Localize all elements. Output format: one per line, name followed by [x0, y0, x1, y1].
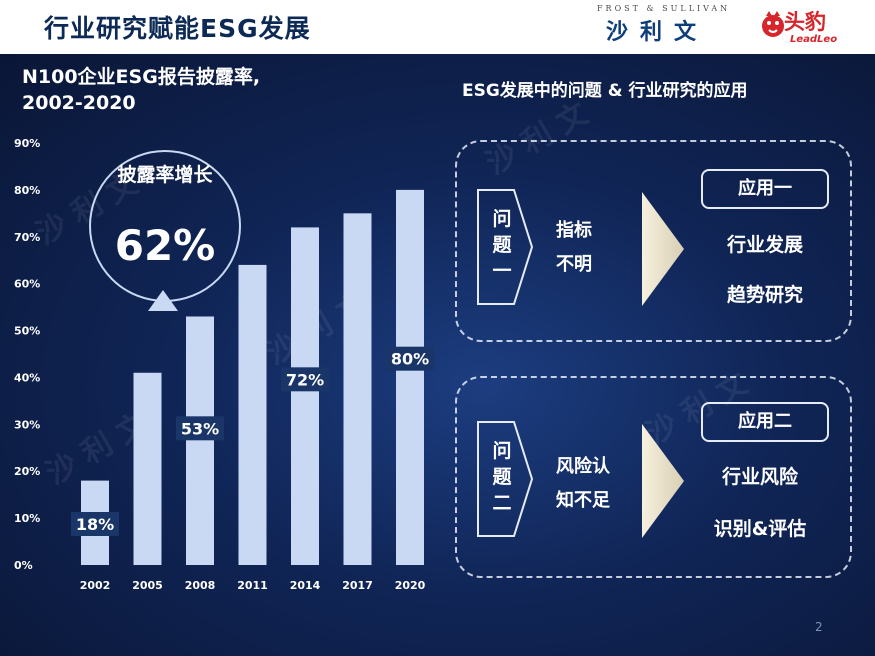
- callout-title: 披露率增长: [117, 163, 213, 186]
- application-1-line2: 趋势研究: [726, 284, 803, 306]
- y-tick-label: 60%: [14, 278, 40, 291]
- chevron-right-icon: [642, 192, 684, 306]
- data-label: 53%: [181, 419, 219, 438]
- data-label-bg: [71, 512, 119, 536]
- y-tick-label: 0%: [14, 559, 33, 572]
- frost-sullivan-cn-logo: 沙利文: [606, 20, 709, 45]
- bar: [133, 372, 162, 565]
- bar-chart: 0% 10% 20% 30% 40% 50% 60% 70% 80% 90% 2002 18% 2005…: [14, 137, 434, 592]
- x-tick-label: 2008: [185, 579, 216, 592]
- data-label-bg: [176, 416, 224, 441]
- leadleo-en-text: LeadLeo: [790, 34, 838, 45]
- application-1-line1: 行业发展: [726, 234, 803, 256]
- x-tick-label: 2011: [237, 579, 268, 592]
- x-tick-label: 2005: [132, 579, 163, 592]
- y-tick-label: 30%: [14, 418, 40, 431]
- bar: [291, 227, 319, 565]
- slide-header: 行业研究赋能ESG发展 FROST & SULLIVAN 沙利文 头豹 Lead…: [0, 0, 875, 54]
- chart-title: N100企业ESG报告披露率, 2002-2020: [22, 64, 260, 116]
- data-label: 80%: [391, 350, 429, 369]
- problem-1-description: 指标 不明: [556, 220, 592, 275]
- x-tick-label: 2002: [80, 579, 111, 592]
- problem-panel-2: [455, 376, 852, 578]
- chevron-right-icon: [642, 424, 684, 538]
- bar: [238, 264, 267, 565]
- x-tick-label: 2017: [342, 579, 373, 592]
- problem-panel-1: [455, 140, 852, 342]
- bar: [396, 189, 424, 565]
- problem-1-label: 问 题 一: [492, 208, 512, 282]
- chart-title-line2: 2002-2020: [22, 92, 136, 114]
- bar: [343, 213, 372, 566]
- problem-arrow-1: [477, 189, 534, 305]
- data-label: 18%: [76, 515, 114, 534]
- data-label-bg: [386, 346, 434, 371]
- application-1-label: 应用一: [701, 169, 829, 209]
- data-label: 72%: [286, 370, 324, 389]
- y-tick-label: 70%: [14, 231, 40, 244]
- leadleo-logo: 头豹 LeadLeo: [760, 6, 865, 50]
- frost-sullivan-logo-text: FROST & SULLIVAN: [597, 4, 731, 13]
- y-tick-label: 80%: [14, 184, 40, 197]
- leadleo-cn-text: 头豹: [784, 10, 826, 34]
- y-tick-label: 20%: [14, 465, 40, 478]
- data-label-bg: [281, 367, 329, 392]
- y-tick-label: 10%: [14, 512, 40, 525]
- problem-arrow-2: [477, 421, 534, 537]
- callout-pointer-icon: [148, 290, 178, 311]
- application-2-line1: 行业风险: [721, 466, 798, 488]
- y-tick-label: 50%: [14, 325, 40, 338]
- application-2-line2: 识别&评估: [713, 518, 807, 540]
- right-section-title: ESG发展中的问题 & 行业研究的应用: [462, 81, 748, 101]
- slide-body: 沙 利 文 沙 利 文 沙 利 文 沙 利 文 沙 利 文 N100企业ESG报…: [0, 54, 875, 656]
- bar: [186, 316, 214, 565]
- callout-value: 62%: [115, 221, 216, 270]
- application-2-label: 应用二: [701, 402, 829, 442]
- y-tick-label: 90%: [14, 137, 40, 150]
- x-tick-label: 2014: [290, 579, 321, 592]
- leopard-icon: [762, 11, 784, 37]
- problem-2-description: 风险认 知不足: [556, 456, 610, 511]
- slide-title: 行业研究赋能ESG发展: [44, 14, 311, 43]
- problem-2-label: 问 题 二: [492, 440, 512, 514]
- x-tick-label: 2020: [395, 579, 426, 592]
- y-tick-label: 40%: [14, 371, 40, 384]
- page-number: 2: [815, 620, 823, 634]
- chart-title-line1: N100企业ESG报告披露率,: [22, 66, 261, 88]
